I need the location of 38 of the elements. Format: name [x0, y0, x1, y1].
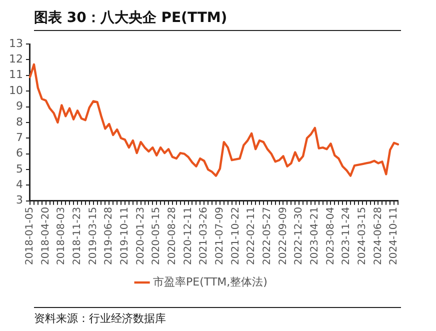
legend-label: 市盈率PE(TTM,整体法): [153, 275, 268, 288]
y-tick-label: 6: [16, 146, 23, 160]
x-tick-label: 2021-10-22: [230, 206, 242, 266]
y-tick-label: 4: [16, 178, 23, 192]
chart-title: 图表 30：八大央企 PE(TTM): [34, 6, 401, 31]
x-tick-label: 2024-10-11: [388, 206, 400, 266]
x-tick-label: 2019-06-28: [104, 206, 115, 266]
x-tick-label: 2022-09-09: [278, 206, 289, 266]
x-tick-label: 2018-04-20: [40, 206, 52, 266]
x-tick-label: 2020-01-23: [135, 206, 146, 266]
x-tick-label: 2019-10-11: [120, 206, 131, 266]
y-tick-label: 7: [16, 130, 23, 144]
y-tick-label: 8: [16, 115, 23, 128]
x-tick-label: 2022-05-27: [262, 206, 274, 266]
x-tick-label: 2020-08-28: [167, 206, 178, 266]
x-tick-label: 2023-08-04: [325, 206, 336, 266]
x-tick-label: 2022-12-30: [294, 206, 305, 266]
x-tick-label: 2023-11-24: [341, 206, 352, 266]
x-tick-label: 2024-03-15: [356, 206, 368, 266]
text: 资料来源：行业经济数据库: [34, 307, 401, 326]
x-tick-label: 2022-02-11: [246, 206, 258, 266]
x-tick-label: 2021-07-09: [214, 206, 226, 266]
x-tick-label: 2018-01-05: [24, 206, 36, 266]
x-tick-label: 2020-12-11: [182, 206, 194, 266]
x-tick-label: 2018-08-03: [56, 206, 68, 266]
x-tick-label: 2020-05-15: [151, 206, 162, 266]
x-tick-label: 2019-03-15: [88, 206, 99, 266]
x-tick-label: 2018-11-23: [72, 206, 84, 266]
y-tick-label: 5: [16, 162, 23, 176]
y-tick-label: 9: [16, 100, 23, 113]
y-tick-label: 11: [8, 68, 23, 82]
y-tick-label: 13: [8, 36, 23, 50]
y-tick-label: 10: [8, 84, 23, 97]
x-tick-label: 2023-04-21: [309, 206, 320, 266]
y-tick-label: 3: [16, 194, 23, 207]
y-tick-label: 12: [8, 52, 23, 66]
x-tick-label: 2021-03-26: [198, 206, 210, 266]
x-tick-label: 2024-06-28: [372, 206, 384, 266]
